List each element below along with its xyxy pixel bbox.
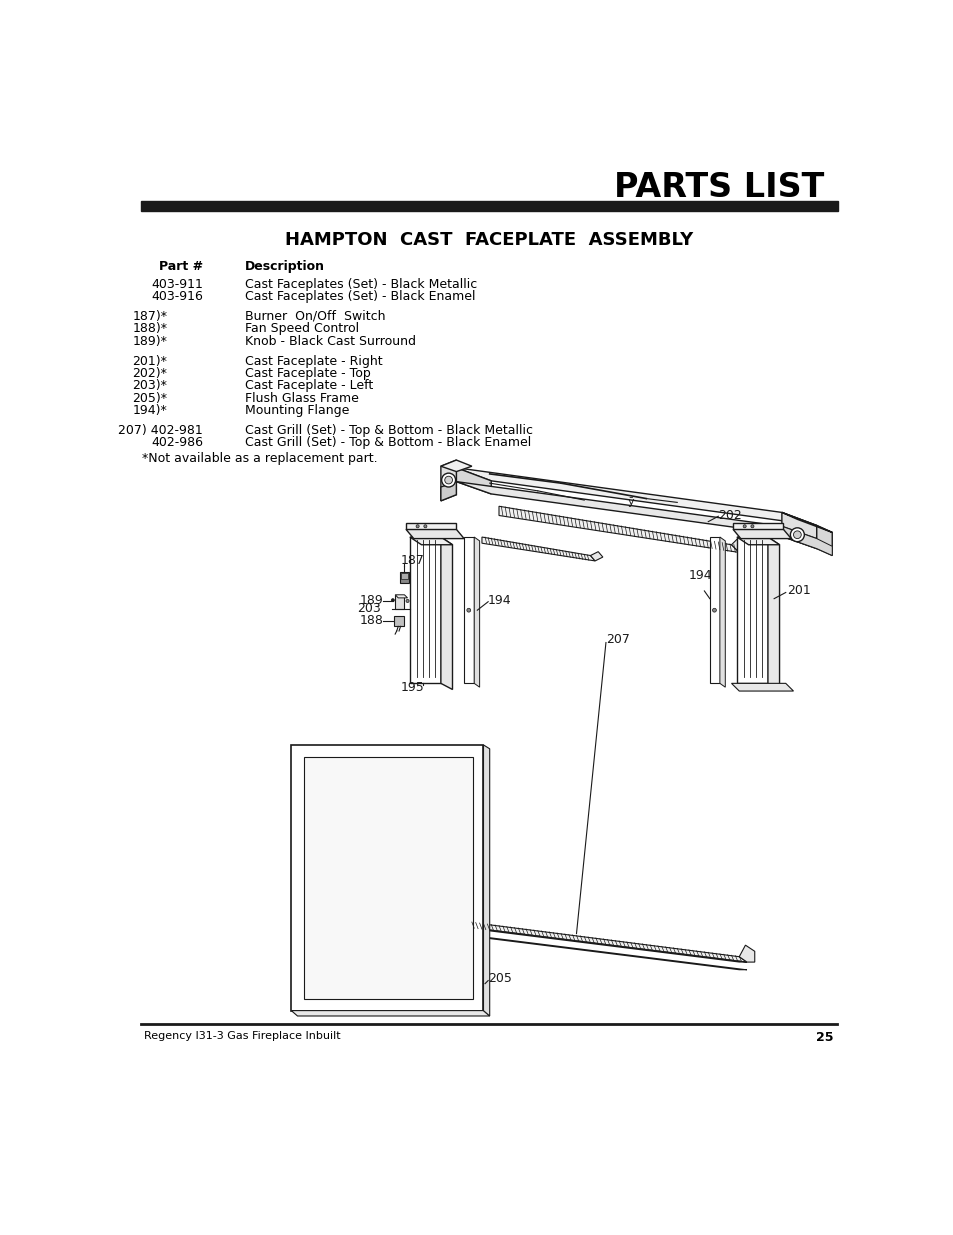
Circle shape <box>444 477 452 484</box>
Polygon shape <box>481 537 595 561</box>
Text: Cast Faceplates (Set) - Black Enamel: Cast Faceplates (Set) - Black Enamel <box>245 290 475 303</box>
Text: Cast Grill (Set) - Top & Bottom - Black Enamel: Cast Grill (Set) - Top & Bottom - Black … <box>245 436 531 450</box>
Text: 194: 194 <box>688 569 712 582</box>
Polygon shape <box>731 537 746 552</box>
Text: Knob - Black Cast Surround: Knob - Black Cast Surround <box>245 335 416 347</box>
Circle shape <box>416 525 418 527</box>
Polygon shape <box>440 482 456 501</box>
Text: 201: 201 <box>786 584 810 598</box>
Text: 189)*: 189)* <box>132 335 167 347</box>
Polygon shape <box>395 595 404 609</box>
Text: Cast Faceplate - Left: Cast Faceplate - Left <box>245 379 373 393</box>
Polygon shape <box>736 537 779 545</box>
Text: 207) 402-981: 207) 402-981 <box>118 424 203 437</box>
Polygon shape <box>291 1010 489 1016</box>
Text: 202)*: 202)* <box>132 367 167 380</box>
Polygon shape <box>410 537 452 545</box>
Text: 203)*: 203)* <box>132 379 167 393</box>
Text: 207: 207 <box>605 634 629 646</box>
Text: 25: 25 <box>816 1031 833 1045</box>
Polygon shape <box>816 526 831 556</box>
Text: 403-911: 403-911 <box>151 278 203 290</box>
Circle shape <box>466 609 470 613</box>
Polygon shape <box>781 526 831 556</box>
Polygon shape <box>468 929 746 962</box>
Polygon shape <box>739 945 754 962</box>
Circle shape <box>441 473 456 487</box>
Circle shape <box>712 609 716 613</box>
Polygon shape <box>732 524 782 530</box>
Polygon shape <box>474 537 479 687</box>
Text: Burner  On/Off  Switch: Burner On/Off Switch <box>245 310 385 322</box>
Text: 195: 195 <box>400 680 424 694</box>
Text: 188: 188 <box>359 615 383 627</box>
Circle shape <box>742 525 745 527</box>
Text: Part #: Part # <box>158 259 203 273</box>
Polygon shape <box>440 537 452 689</box>
Polygon shape <box>483 745 489 1016</box>
Polygon shape <box>401 573 407 579</box>
Polygon shape <box>440 461 472 472</box>
Polygon shape <box>399 572 409 583</box>
Polygon shape <box>468 936 746 969</box>
Polygon shape <box>406 530 464 538</box>
Bar <box>291 745 483 1010</box>
Polygon shape <box>781 526 816 548</box>
Polygon shape <box>410 537 440 683</box>
Polygon shape <box>736 537 767 683</box>
Text: Cast Faceplate - Top: Cast Faceplate - Top <box>245 367 370 380</box>
Text: 188)*: 188)* <box>132 322 167 335</box>
Text: 194: 194 <box>488 594 511 606</box>
Polygon shape <box>464 537 474 683</box>
Polygon shape <box>456 468 491 494</box>
Text: Cast Faceplate - Right: Cast Faceplate - Right <box>245 354 382 368</box>
Text: Description: Description <box>245 259 324 273</box>
Text: Regency I31-3 Gas Fireplace Inbuilt: Regency I31-3 Gas Fireplace Inbuilt <box>144 1031 340 1041</box>
Polygon shape <box>498 506 739 552</box>
Text: *Not available as a replacement part.: *Not available as a replacement part. <box>142 452 377 464</box>
Polygon shape <box>406 524 456 530</box>
Text: Flush Glass Frame: Flush Glass Frame <box>245 391 358 405</box>
Polygon shape <box>590 552 602 561</box>
Text: ȳ: ȳ <box>627 498 634 508</box>
Text: 403-916: 403-916 <box>151 290 203 303</box>
Text: 194)*: 194)* <box>132 404 167 417</box>
Circle shape <box>391 599 394 601</box>
Circle shape <box>423 525 427 527</box>
Polygon shape <box>731 683 793 692</box>
Polygon shape <box>395 595 407 598</box>
Polygon shape <box>456 468 816 526</box>
Text: 202: 202 <box>718 509 741 522</box>
Polygon shape <box>767 537 779 689</box>
Circle shape <box>793 531 801 538</box>
Text: 402-986: 402-986 <box>151 436 203 450</box>
Text: 203: 203 <box>356 603 380 615</box>
Circle shape <box>790 527 803 542</box>
Text: 187)*: 187)* <box>132 310 167 322</box>
Text: Fan Speed Control: Fan Speed Control <box>245 322 358 335</box>
Polygon shape <box>468 923 746 962</box>
Polygon shape <box>456 482 816 538</box>
Text: 205)*: 205)* <box>132 391 167 405</box>
Polygon shape <box>440 461 456 501</box>
Circle shape <box>406 599 409 603</box>
Polygon shape <box>394 615 403 626</box>
Text: Mounting Flange: Mounting Flange <box>245 404 349 417</box>
Polygon shape <box>720 537 724 687</box>
Bar <box>141 200 838 211</box>
Polygon shape <box>709 537 720 683</box>
Bar <box>303 757 472 999</box>
Text: 205: 205 <box>488 972 512 984</box>
Text: Cast Grill (Set) - Top & Bottom - Black Metallic: Cast Grill (Set) - Top & Bottom - Black … <box>245 424 532 437</box>
Text: Cast Faceplates (Set) - Black Metallic: Cast Faceplates (Set) - Black Metallic <box>245 278 476 290</box>
Polygon shape <box>781 513 816 548</box>
Circle shape <box>750 525 753 527</box>
Text: 189: 189 <box>359 594 383 606</box>
Text: 201)*: 201)* <box>132 354 167 368</box>
Polygon shape <box>732 530 790 538</box>
Text: HAMPTON  CAST  FACEPLATE  ASSEMBLY: HAMPTON CAST FACEPLATE ASSEMBLY <box>285 231 692 248</box>
Text: PARTS LIST: PARTS LIST <box>614 172 823 204</box>
Polygon shape <box>781 513 831 532</box>
Text: 187: 187 <box>400 553 424 567</box>
